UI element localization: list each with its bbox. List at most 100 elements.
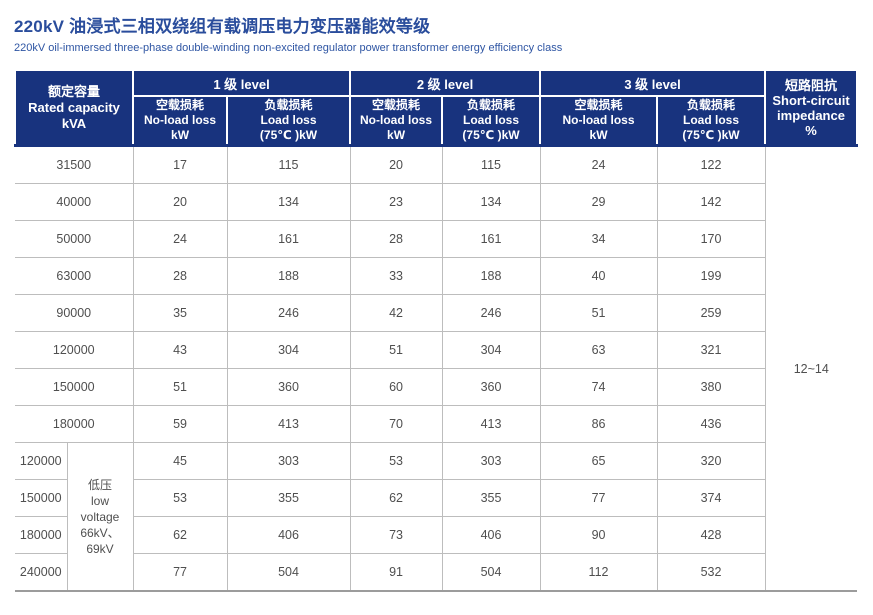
value-cell: 161: [226, 220, 351, 258]
value-cell: 134: [441, 183, 541, 221]
value-cell: 23: [349, 183, 443, 221]
value-cell: 20: [132, 183, 228, 221]
table-row: 90000 35 246 42 246 51 259: [15, 294, 857, 332]
value-cell: 303: [226, 442, 351, 480]
value-cell: 28: [132, 257, 228, 295]
impedance-header-zh: 短路阻抗: [785, 77, 838, 93]
value-cell: 246: [226, 294, 351, 332]
value-cell: 77: [132, 553, 228, 592]
table-row: 31500 17 115 20 115 24 122 12~14: [15, 144, 858, 592]
value-cell: 134: [226, 183, 351, 221]
value-cell: 17: [132, 144, 228, 184]
l1-no-load-header: 空载损耗 No-load loss kW: [132, 95, 229, 147]
l3-load-header: 负载损耗 Load loss (75℃ )kW: [656, 95, 767, 147]
capacity-header: 额定容量 Rated capacity kVA: [13, 69, 135, 147]
value-cell: 20: [349, 144, 443, 184]
l2-no-load-header: 空载损耗 No-load loss kW: [349, 95, 444, 147]
table-row-low-voltage: 120000 低压 low voltage 66kV、 69kV 45 303 …: [15, 442, 857, 592]
level-3-header: 3 级 level: [539, 69, 767, 97]
capacity-cell: 150000: [15, 479, 67, 517]
l1-load-header: 负载损耗 Load loss (75℃ )kW: [226, 95, 352, 147]
value-cell: 436: [656, 405, 766, 443]
value-cell: 74: [539, 368, 658, 406]
impedance-header-en2: impedance: [777, 107, 845, 123]
capacity-cell: 90000: [15, 294, 134, 332]
value-cell: 51: [132, 368, 228, 406]
value-cell: 504: [441, 553, 541, 592]
value-cell: 70: [349, 405, 443, 443]
impedance-header-unit: %: [805, 122, 817, 138]
value-cell: 188: [441, 257, 541, 295]
capacity-header-unit: kVA: [61, 115, 87, 131]
value-cell: 304: [226, 331, 351, 369]
impedance-cell: 12~14: [764, 144, 858, 592]
capacity-cell: 150000: [15, 368, 134, 406]
value-cell: 77: [539, 479, 658, 517]
table-row-low-voltage: 180000 62 406 73 406 90 428: [15, 516, 857, 554]
value-cell: 65: [539, 442, 658, 480]
capacity-cell: 31500: [15, 144, 134, 184]
value-cell: 406: [226, 516, 351, 554]
l2-load-header: 负载损耗 Load loss (75℃ )kW: [441, 95, 542, 147]
table-row-low-voltage: 240000 77 504 91 504 112 532: [15, 553, 857, 592]
value-cell: 91: [349, 553, 443, 592]
header-row-losses: 空载损耗 No-load loss kW 负载损耗 Load loss (75℃…: [15, 95, 857, 147]
value-cell: 142: [656, 183, 766, 221]
value-cell: 304: [441, 331, 541, 369]
value-cell: 28: [349, 220, 443, 258]
table-row-low-voltage: 150000 53 355 62 355 77 374: [15, 479, 857, 517]
value-cell: 259: [656, 294, 766, 332]
value-cell: 380: [656, 368, 766, 406]
value-cell: 53: [132, 479, 228, 517]
efficiency-table: 额定容量 Rated capacity kVA 1 级 level 2 级 le…: [13, 69, 859, 592]
value-cell: 161: [441, 220, 541, 258]
value-cell: 43: [132, 331, 228, 369]
value-cell: 73: [349, 516, 443, 554]
value-cell: 170: [656, 220, 766, 258]
value-cell: 90: [539, 516, 658, 554]
value-cell: 374: [656, 479, 766, 517]
header-row-levels: 额定容量 Rated capacity kVA 1 级 level 2 级 le…: [13, 69, 859, 147]
value-cell: 115: [226, 144, 351, 184]
value-cell: 34: [539, 220, 658, 258]
value-cell: 360: [226, 368, 351, 406]
value-cell: 33: [349, 257, 443, 295]
table-row: 180000 59 413 70 413 86 436: [15, 405, 857, 443]
value-cell: 355: [226, 479, 351, 517]
value-cell: 59: [132, 405, 228, 443]
value-cell: 62: [132, 516, 228, 554]
value-cell: 63: [539, 331, 658, 369]
value-cell: 320: [656, 442, 766, 480]
capacity-cell: 50000: [15, 220, 134, 258]
value-cell: 45: [132, 442, 228, 480]
impedance-header: 短路阻抗 Short-circuit impedance %: [764, 69, 859, 147]
table-row: 50000 24 161 28 161 34 170: [15, 220, 857, 258]
table-row: 120000 43 304 51 304 63 321: [15, 331, 857, 369]
capacity-header-en: Rated capacity: [28, 99, 120, 115]
value-cell: 60: [349, 368, 443, 406]
value-cell: 246: [441, 294, 541, 332]
table-row: 150000 51 360 60 360 74 380: [15, 368, 857, 406]
capacity-cell: 180000: [15, 405, 134, 443]
value-cell: 504: [226, 553, 351, 592]
table-row: 40000 20 134 23 134 29 142: [15, 183, 857, 221]
table-header: 额定容量 Rated capacity kVA 1 级 level 2 级 le…: [13, 69, 859, 147]
page-subtitle: 220kV oil-immersed three-phase double-wi…: [14, 42, 563, 54]
value-cell: 35: [132, 294, 228, 332]
value-cell: 428: [656, 516, 766, 554]
value-cell: 29: [539, 183, 658, 221]
value-cell: 112: [539, 553, 658, 592]
value-cell: 115: [441, 144, 541, 184]
value-cell: 355: [441, 479, 541, 517]
value-cell: 199: [656, 257, 766, 295]
value-cell: 62: [349, 479, 443, 517]
capacity-cell: 240000: [15, 553, 67, 592]
value-cell: 406: [441, 516, 541, 554]
low-voltage-label: 低压 low voltage 66kV、 69kV: [66, 442, 134, 592]
value-cell: 321: [656, 331, 766, 369]
capacity-cell: 40000: [15, 183, 134, 221]
capacity-cell: 180000: [15, 516, 67, 554]
value-cell: 86: [539, 405, 658, 443]
value-cell: 24: [132, 220, 228, 258]
capacity-header-zh: 额定容量: [48, 83, 101, 99]
